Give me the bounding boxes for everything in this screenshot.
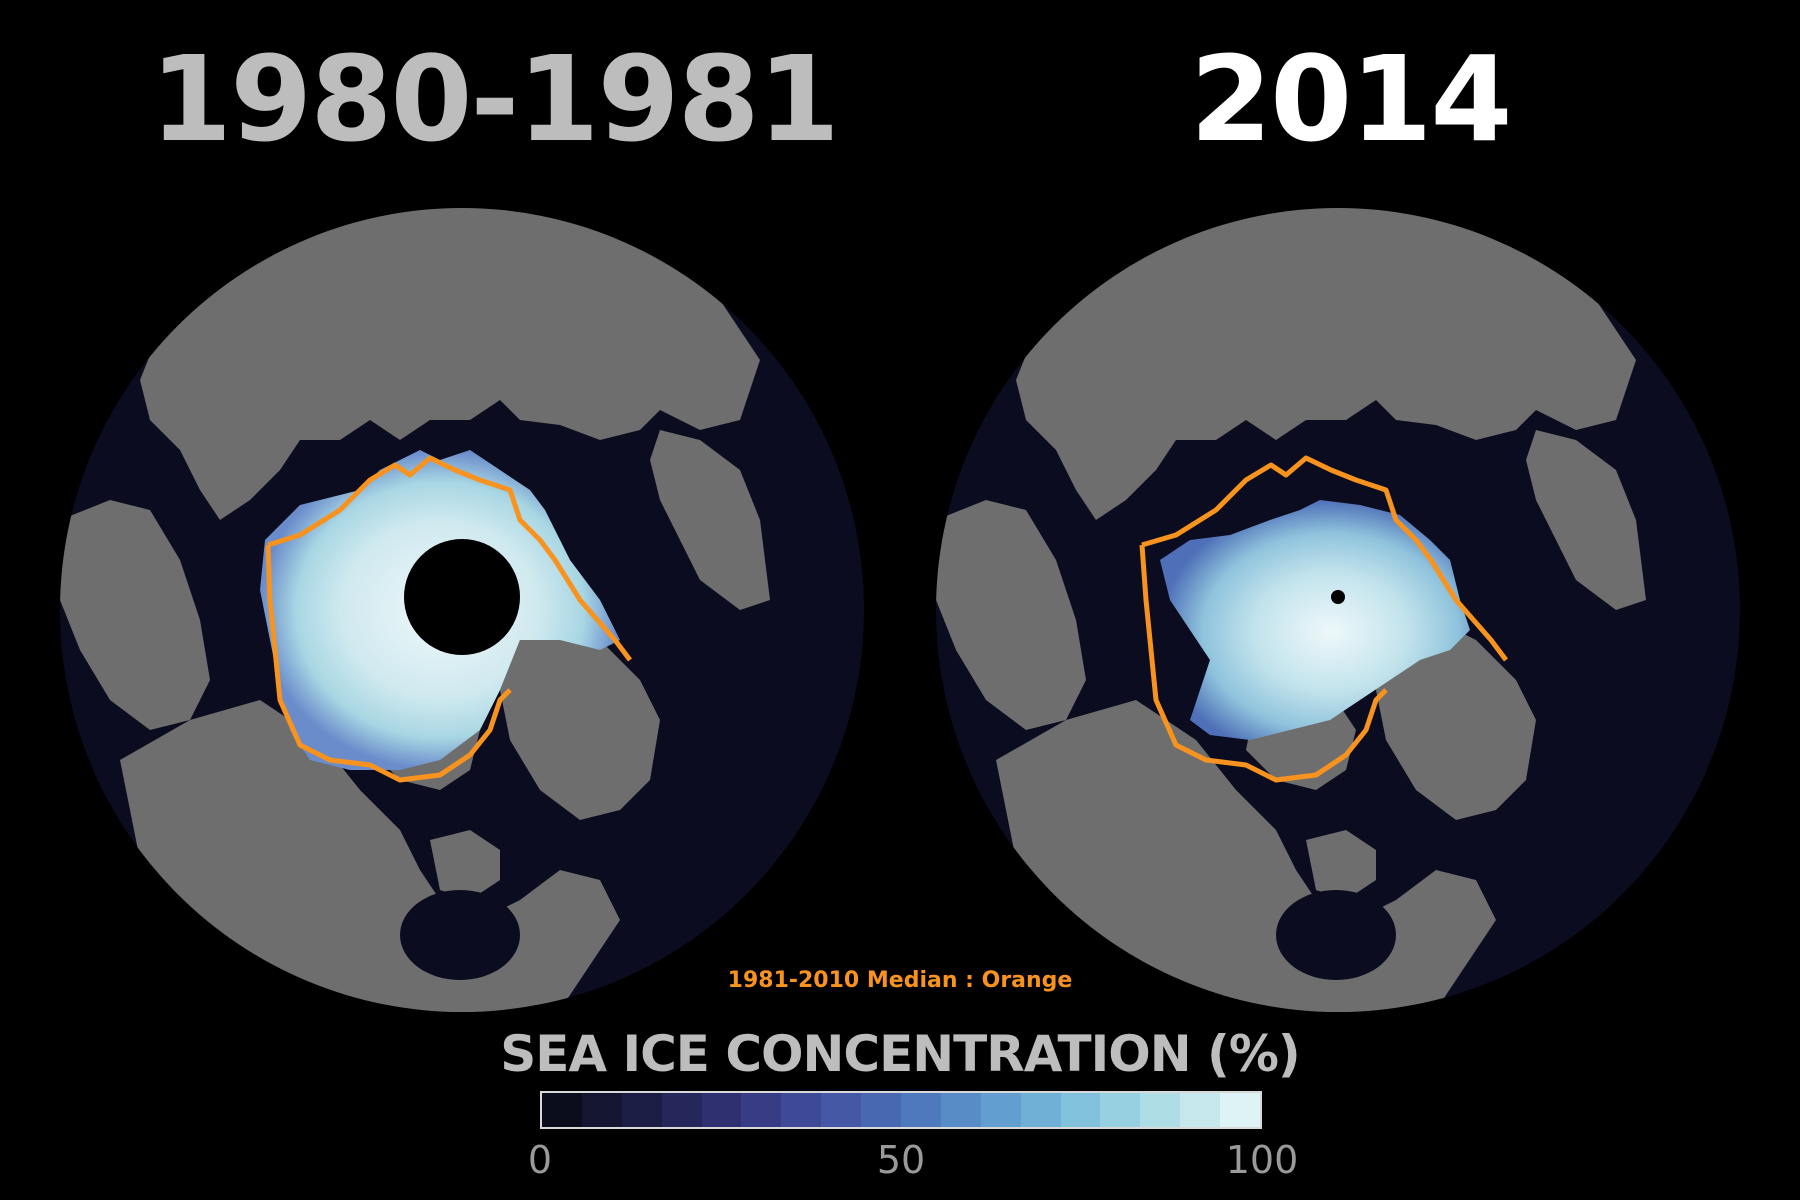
colorbar-swatch-5	[741, 1093, 782, 1127]
land-alaska-right	[936, 500, 1086, 730]
panel-title-right: 2014	[1190, 30, 1512, 168]
median-note: 1981-2010 Median : Orange	[727, 968, 1073, 993]
tick-label-50: 50	[876, 1138, 926, 1182]
colorbar-swatch-0	[542, 1093, 582, 1127]
pole-hole-right	[1331, 590, 1345, 604]
map-2014	[936, 208, 1740, 1012]
colorbar-swatch-6	[781, 1093, 822, 1127]
hudson-bay-right	[1276, 890, 1396, 980]
colorbar-swatch-14	[1100, 1093, 1141, 1127]
colorbar-swatch-2	[621, 1093, 662, 1127]
land-greenland-left	[500, 620, 660, 820]
land-eurasia-left	[140, 208, 760, 520]
land-island-left	[430, 830, 500, 900]
map-1980-1981	[60, 208, 864, 1012]
land-greenland-right	[1376, 620, 1536, 820]
land-europe-right	[1526, 430, 1646, 610]
land-eurasia-right	[1016, 208, 1636, 520]
colorbar-swatch-1	[581, 1093, 622, 1127]
land-island-right	[1306, 830, 1376, 900]
tick-label-0: 0	[527, 1138, 553, 1182]
land-europe-left	[650, 430, 770, 610]
colorbar-swatch-11	[980, 1093, 1021, 1127]
hudson-bay-left	[400, 890, 520, 980]
scale-title: SEA ICE CONCENTRATION (%)	[500, 1025, 1301, 1083]
colorbar-swatch-13	[1060, 1093, 1101, 1127]
panel-title-left: 1980-1981	[150, 30, 840, 168]
colorbar-swatch-16	[1180, 1093, 1221, 1127]
land-alaska-left	[60, 500, 210, 730]
colorbar-swatch-8	[861, 1093, 902, 1127]
sea-ice-right	[1160, 500, 1470, 740]
colorbar-swatch-7	[821, 1093, 862, 1127]
pole-hole-left	[404, 539, 520, 655]
colorbar-swatch-17	[1220, 1093, 1261, 1127]
colorbar	[540, 1091, 1262, 1129]
colorbar-swatch-15	[1140, 1093, 1181, 1127]
colorbar-swatch-4	[701, 1093, 742, 1127]
median-line-left	[265, 455, 632, 783]
colorbar-swatch-10	[940, 1093, 981, 1127]
colorbar-swatch-9	[901, 1093, 941, 1127]
colorbar-swatch-3	[661, 1093, 702, 1127]
tick-label-100: 100	[1225, 1138, 1299, 1182]
median-line-right	[1139, 455, 1508, 783]
colorbar-swatch-12	[1020, 1093, 1061, 1127]
